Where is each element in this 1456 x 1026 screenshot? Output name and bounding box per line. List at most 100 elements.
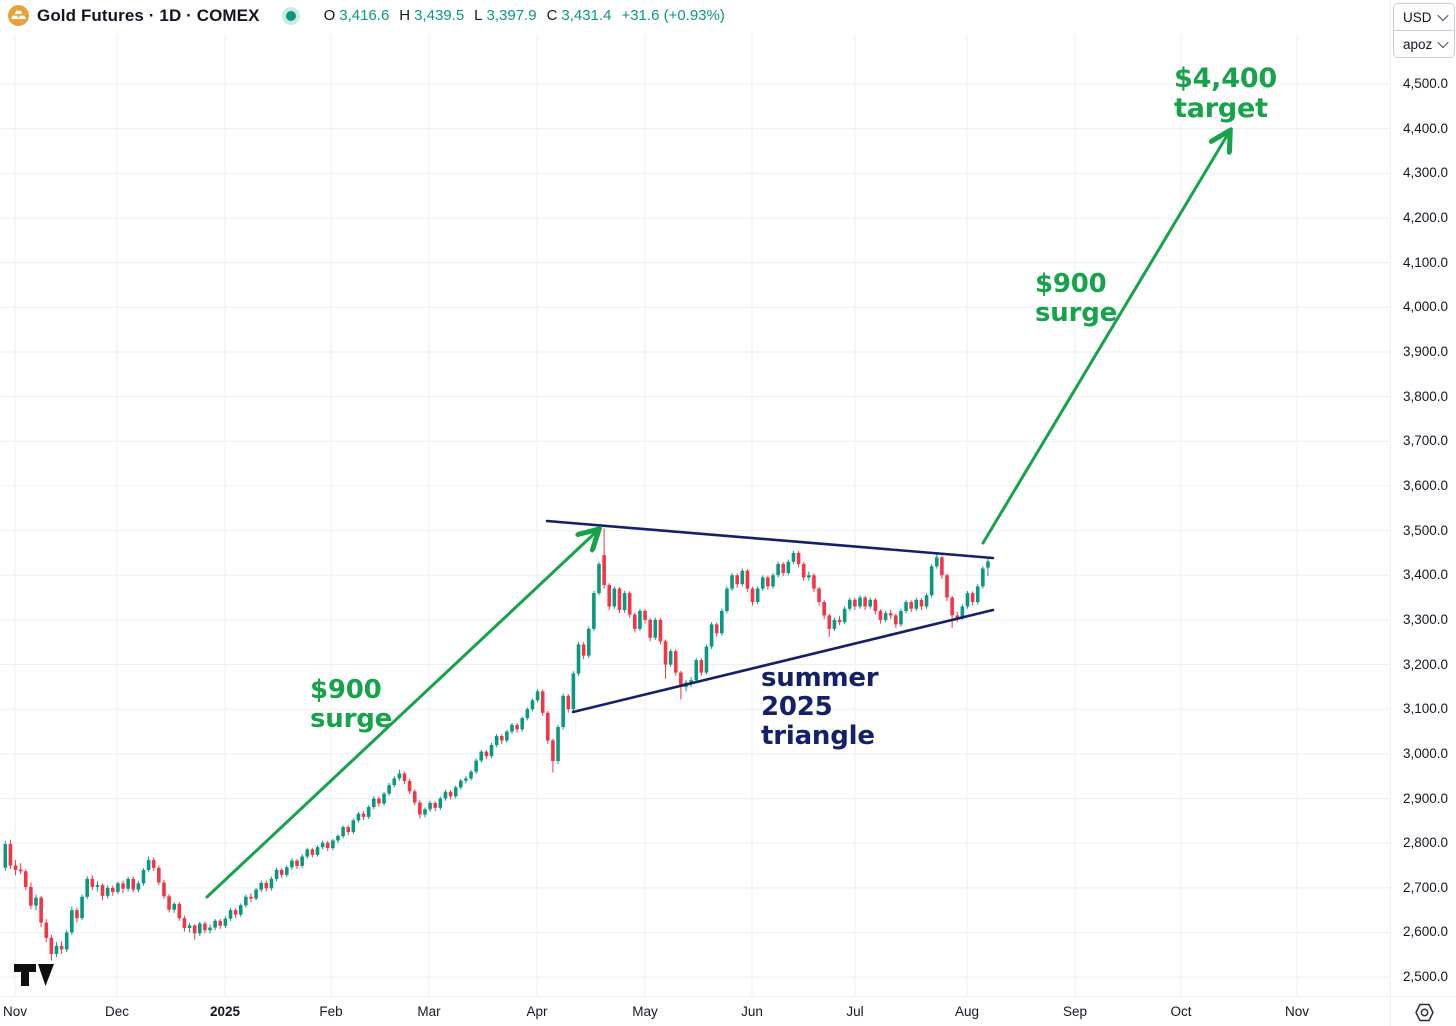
candle-body[interactable] bbox=[407, 781, 412, 792]
candle-body[interactable] bbox=[331, 840, 335, 849]
candle-body[interactable] bbox=[70, 910, 74, 933]
candle-body[interactable] bbox=[187, 925, 192, 929]
candle-body[interactable] bbox=[602, 555, 606, 586]
candle-body[interactable] bbox=[44, 922, 49, 938]
candle-body[interactable] bbox=[397, 773, 402, 779]
candle-body[interactable] bbox=[658, 619, 663, 642]
candle-body[interactable] bbox=[791, 552, 796, 562]
candle-body[interactable] bbox=[80, 896, 84, 919]
candle-body[interactable] bbox=[3, 844, 8, 868]
candle-body[interactable] bbox=[633, 614, 637, 629]
candle-body[interactable] bbox=[310, 849, 315, 855]
candle-body[interactable] bbox=[520, 718, 525, 730]
candle-body[interactable] bbox=[412, 791, 417, 803]
surge-arrow-right[interactable] bbox=[981, 134, 1228, 545]
candle-body[interactable] bbox=[269, 878, 274, 889]
candle-body[interactable] bbox=[489, 744, 494, 757]
candle-body[interactable] bbox=[244, 896, 248, 906]
currency-dropdown[interactable]: USD bbox=[1394, 4, 1454, 30]
candle-body[interactable] bbox=[448, 791, 453, 797]
candle-body[interactable] bbox=[228, 910, 233, 919]
candle-body[interactable] bbox=[223, 918, 228, 926]
candle-body[interactable] bbox=[479, 751, 484, 761]
candle-body[interactable] bbox=[23, 871, 28, 887]
candle-body[interactable] bbox=[254, 889, 258, 899]
candle-body[interactable] bbox=[735, 575, 739, 585]
candle-body[interactable] bbox=[469, 771, 473, 779]
candle-body[interactable] bbox=[750, 588, 755, 603]
candle-body[interactable] bbox=[950, 597, 954, 616]
candle-body[interactable] bbox=[679, 672, 683, 687]
candle-body[interactable] bbox=[428, 802, 432, 810]
candle-body[interactable] bbox=[75, 910, 79, 919]
candle-body[interactable] bbox=[197, 923, 202, 934]
candle-body[interactable] bbox=[914, 599, 919, 609]
candle-body[interactable] bbox=[34, 897, 38, 906]
candle-body[interactable] bbox=[766, 577, 770, 587]
candle-body[interactable] bbox=[709, 624, 714, 647]
candle-body[interactable] bbox=[760, 577, 765, 589]
chart-canvas[interactable] bbox=[0, 0, 1390, 996]
candle-body[interactable] bbox=[177, 903, 182, 919]
candle-body[interactable] bbox=[643, 610, 647, 620]
candle-body[interactable] bbox=[8, 844, 13, 866]
candle-body[interactable] bbox=[781, 564, 786, 573]
candle-body[interactable] bbox=[904, 602, 908, 611]
candle-body[interactable] bbox=[592, 593, 596, 629]
target-label[interactable]: $4,400 target bbox=[1174, 63, 1277, 125]
candle-body[interactable] bbox=[295, 860, 299, 866]
candle-body[interactable] bbox=[499, 735, 504, 741]
candle-body[interactable] bbox=[607, 585, 612, 607]
candle-body[interactable] bbox=[561, 695, 565, 728]
candle-body[interactable] bbox=[525, 709, 530, 719]
candle-body[interactable] bbox=[85, 878, 89, 897]
candle-body[interactable] bbox=[361, 813, 366, 817]
candle-body[interactable] bbox=[653, 619, 658, 638]
candle-body[interactable] bbox=[714, 624, 719, 634]
candle-body[interactable] bbox=[18, 869, 23, 872]
candle-body[interactable] bbox=[510, 724, 514, 732]
unit-dropdown[interactable]: apoz bbox=[1394, 30, 1454, 57]
candle-body[interactable] bbox=[100, 885, 105, 896]
candle-body[interactable] bbox=[899, 610, 903, 625]
candle-body[interactable] bbox=[612, 588, 617, 607]
candle-body[interactable] bbox=[315, 847, 320, 855]
candle-body[interactable] bbox=[13, 865, 18, 870]
candle-body[interactable] bbox=[837, 619, 842, 623]
candle-body[interactable] bbox=[725, 588, 729, 611]
symbol-title[interactable]: Gold Futures · 1D · COMEX bbox=[37, 5, 260, 25]
candle-body[interactable] bbox=[597, 564, 601, 594]
candle-body[interactable] bbox=[924, 595, 929, 607]
candle-body[interactable] bbox=[730, 575, 734, 589]
candle-body[interactable] bbox=[663, 641, 668, 665]
candle-body[interactable] bbox=[873, 599, 878, 611]
surge-label-left[interactable]: $900 surge bbox=[310, 675, 393, 735]
candle-body[interactable] bbox=[151, 860, 156, 868]
candle-body[interactable] bbox=[259, 882, 263, 890]
candle-body[interactable] bbox=[551, 740, 555, 762]
candle-body[interactable] bbox=[883, 613, 888, 620]
candle-body[interactable] bbox=[126, 878, 130, 889]
candle-body[interactable] bbox=[305, 849, 310, 857]
candle-body[interactable] bbox=[146, 860, 151, 870]
candle-body[interactable] bbox=[203, 923, 207, 931]
candle-body[interactable] bbox=[535, 691, 540, 701]
candle-body[interactable] bbox=[377, 798, 381, 804]
candle-body[interactable] bbox=[387, 785, 391, 794]
candle-body[interactable] bbox=[320, 842, 325, 848]
candle-body[interactable] bbox=[433, 802, 438, 808]
candle-body[interactable] bbox=[648, 619, 652, 638]
candle-body[interactable] bbox=[638, 610, 642, 629]
candle-body[interactable] bbox=[249, 896, 253, 899]
candle-body[interactable] bbox=[110, 887, 115, 892]
candle-body[interactable] bbox=[59, 945, 64, 950]
candle-body[interactable] bbox=[116, 883, 120, 892]
candle-body[interactable] bbox=[699, 660, 704, 673]
candle-body[interactable] bbox=[530, 700, 535, 710]
candle-body[interactable] bbox=[136, 883, 141, 890]
candle-body[interactable] bbox=[64, 932, 69, 950]
candlestick-series[interactable] bbox=[3, 528, 990, 961]
surge-arrow-left[interactable] bbox=[205, 532, 596, 899]
candle-body[interactable] bbox=[566, 695, 571, 710]
candle-body[interactable] bbox=[366, 807, 371, 817]
